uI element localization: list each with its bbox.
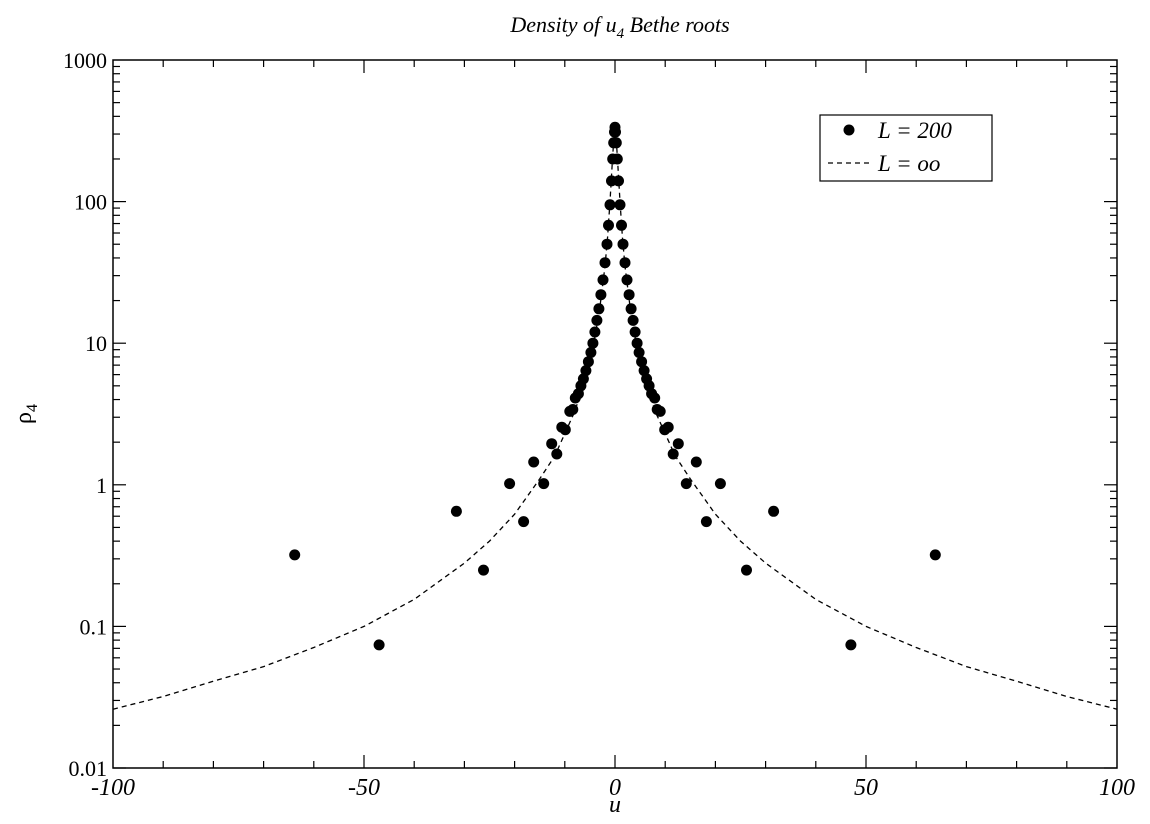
data-point bbox=[591, 314, 603, 326]
legend: L = 200 L = oo bbox=[819, 114, 993, 182]
data-point bbox=[611, 153, 623, 165]
data-point bbox=[289, 549, 301, 561]
data-point bbox=[631, 337, 643, 349]
data-point bbox=[617, 238, 629, 250]
data-point bbox=[654, 405, 666, 417]
y-tick-label: 1000 bbox=[63, 48, 107, 73]
data-point bbox=[597, 274, 609, 286]
data-point bbox=[567, 404, 579, 415]
data-point bbox=[577, 373, 589, 385]
data-point bbox=[593, 303, 605, 315]
data-point bbox=[636, 356, 648, 368]
data-point bbox=[672, 438, 684, 450]
data-point bbox=[619, 257, 631, 269]
data-point bbox=[649, 392, 661, 404]
chart-title: Density of u4 Bethe roots bbox=[509, 12, 729, 42]
legend-label-l-infinity: L = oo bbox=[877, 151, 940, 176]
data-point bbox=[478, 564, 489, 576]
data-point bbox=[690, 456, 702, 468]
x-tick-label: 100 bbox=[1099, 775, 1135, 801]
y-tick-label: 0.01 bbox=[69, 756, 108, 781]
data-point bbox=[633, 347, 645, 358]
data-point bbox=[768, 505, 780, 517]
data-point bbox=[582, 356, 594, 368]
x-tick-label: 0 bbox=[609, 775, 621, 801]
data-point bbox=[538, 478, 550, 490]
data-point bbox=[518, 516, 530, 528]
data-point bbox=[700, 516, 712, 528]
data-point bbox=[610, 137, 622, 149]
data-point bbox=[528, 456, 540, 468]
data-point bbox=[680, 478, 692, 490]
data-point bbox=[604, 199, 616, 211]
data-point bbox=[587, 337, 599, 349]
y-tick-label: 100 bbox=[74, 190, 107, 215]
data-point bbox=[559, 424, 571, 436]
data-point bbox=[667, 448, 679, 460]
x-axis: -100 -50 0 50 100 bbox=[91, 60, 1135, 801]
x-tick-label: 50 bbox=[854, 775, 878, 801]
x-tick-label: -50 bbox=[348, 775, 380, 801]
data-point bbox=[589, 326, 601, 338]
data-point bbox=[601, 238, 613, 250]
y-tick-label: 0.1 bbox=[80, 614, 108, 639]
data-point bbox=[627, 314, 639, 326]
series-markers-l-200 bbox=[289, 121, 941, 651]
data-point bbox=[585, 347, 597, 358]
data-point bbox=[373, 639, 385, 651]
data-point bbox=[616, 219, 627, 231]
data-point bbox=[741, 564, 752, 576]
y-tick-label: 1 bbox=[96, 473, 107, 498]
data-point bbox=[551, 448, 563, 460]
data-point bbox=[610, 126, 621, 138]
x-tick-label: -100 bbox=[91, 775, 135, 801]
data-point bbox=[580, 365, 592, 377]
data-point bbox=[929, 549, 941, 561]
legend-label-l-200: L = 200 bbox=[877, 118, 952, 143]
y-axis-label: ρ4 bbox=[11, 404, 41, 424]
data-point bbox=[623, 289, 635, 301]
data-point bbox=[638, 365, 650, 377]
data-point bbox=[450, 505, 462, 517]
data-point bbox=[546, 438, 558, 450]
data-point bbox=[599, 257, 611, 269]
y-tick-label: 10 bbox=[85, 331, 107, 356]
data-point bbox=[662, 421, 674, 433]
data-point bbox=[714, 478, 726, 490]
data-point bbox=[629, 326, 641, 338]
data-point bbox=[845, 639, 857, 651]
data-point bbox=[621, 274, 633, 286]
data-point bbox=[595, 289, 607, 301]
data-point bbox=[504, 478, 516, 490]
y-axis: 0.01 0.1 1 10 100 1000 bbox=[63, 48, 1117, 781]
data-point bbox=[613, 175, 624, 187]
data-point bbox=[603, 219, 614, 231]
data-point bbox=[625, 303, 637, 315]
series-line-l-infinity bbox=[112, 127, 1118, 710]
x-axis-label: u bbox=[609, 792, 621, 818]
legend-marker-l-200 bbox=[843, 124, 855, 136]
data-point bbox=[614, 199, 626, 211]
